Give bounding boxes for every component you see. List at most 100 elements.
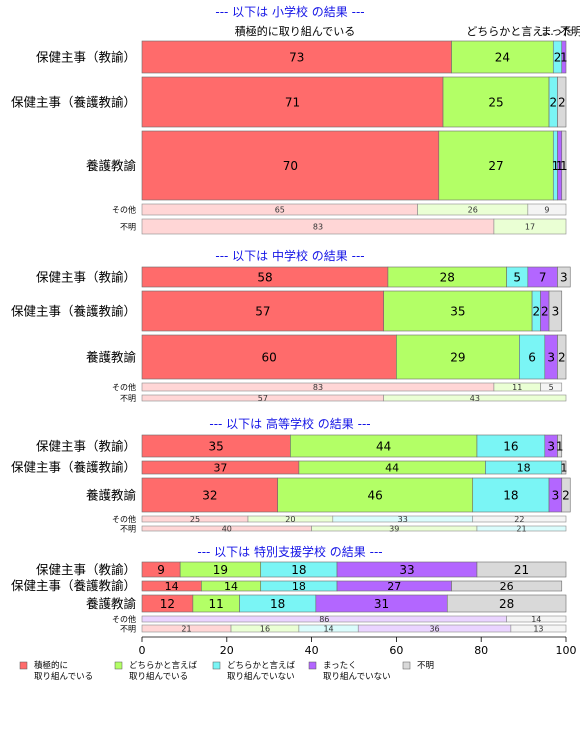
data-label: 19 xyxy=(213,563,228,577)
data-label: 57 xyxy=(258,394,268,403)
row-label: 不明 xyxy=(120,624,136,633)
data-label: 28 xyxy=(440,270,455,284)
row-label: その他 xyxy=(112,614,136,624)
data-label: 2 xyxy=(549,95,557,109)
row-label: 養護教諭 xyxy=(86,158,137,173)
data-label: 32 xyxy=(202,488,217,502)
bar-segment xyxy=(557,434,563,458)
bar-segment xyxy=(519,334,546,380)
column-header-label: まった xyxy=(541,25,574,38)
data-label: 16 xyxy=(503,439,518,453)
data-label: 2 xyxy=(562,488,570,502)
data-label: 22 xyxy=(514,515,524,524)
bar-segment xyxy=(557,334,567,380)
bar-segment xyxy=(510,624,567,633)
data-label: 5 xyxy=(549,383,554,392)
bar-segment xyxy=(141,40,452,74)
legend-swatch xyxy=(114,661,123,670)
row-label: その他 xyxy=(112,204,136,214)
legend-swatch xyxy=(308,661,317,670)
x-tick-label: 60 xyxy=(389,644,403,657)
data-label: 18 xyxy=(517,461,531,474)
data-label: 18 xyxy=(291,563,306,577)
data-label: 1 xyxy=(556,159,564,173)
data-label: 36 xyxy=(429,624,439,633)
data-label: 73 xyxy=(289,50,304,64)
data-label: 1 xyxy=(560,50,568,64)
bar-segment xyxy=(472,515,567,523)
row-label: その他 xyxy=(112,382,136,392)
data-label: 27 xyxy=(488,159,503,173)
data-label: 14 xyxy=(165,580,179,593)
x-tick-label: 100 xyxy=(556,644,577,657)
x-tick-label: 40 xyxy=(305,644,319,657)
column-header-label: どちらかと言え... xyxy=(466,25,554,38)
data-label: 24 xyxy=(495,50,510,64)
data-label: 40 xyxy=(222,524,232,533)
row-label: 保健主事（教諭） xyxy=(36,269,136,284)
data-label: 2 xyxy=(541,304,549,318)
bar-segment xyxy=(527,203,567,216)
bar-segment xyxy=(141,130,440,201)
panel-title: --- 以下は 特別支援学校 の結果 --- xyxy=(197,544,382,559)
legend-label: 積極的に取り組んでいる xyxy=(34,660,93,682)
data-label: 83 xyxy=(313,222,323,231)
panel-title: --- 以下は 中学校 の結果 --- xyxy=(215,248,364,263)
data-label: 26 xyxy=(468,205,478,214)
row-label: 保健主事（教諭） xyxy=(36,438,136,453)
data-label: 1 xyxy=(560,461,567,474)
data-label: 17 xyxy=(525,222,535,231)
legend-swatch xyxy=(19,661,28,670)
row-label: 保健主事（養護教諭） xyxy=(11,578,136,593)
data-label: 83 xyxy=(313,383,323,392)
data-label: 35 xyxy=(209,439,224,453)
data-label: 14 xyxy=(323,624,333,633)
row-label: 不明 xyxy=(120,222,136,231)
data-label: 16 xyxy=(260,624,270,633)
bar-segment xyxy=(561,477,571,513)
data-label: 18 xyxy=(503,488,518,502)
panel-title: --- 以下は 高等学校 の結果 --- xyxy=(209,416,370,431)
data-label: 21 xyxy=(181,624,191,633)
x-tick-label: 20 xyxy=(220,644,234,657)
data-label: 58 xyxy=(257,270,272,284)
data-label: 35 xyxy=(450,304,465,318)
data-label: 1 xyxy=(560,159,568,173)
data-label: 2 xyxy=(558,95,566,109)
legend-label: まったく取り組んでいない xyxy=(323,661,391,682)
row-label: 養護教諭 xyxy=(86,487,137,502)
bar-segment xyxy=(548,290,563,332)
data-label: 44 xyxy=(376,439,391,453)
data-label: 28 xyxy=(499,597,514,611)
data-label: 29 xyxy=(450,350,465,364)
data-label: 65 xyxy=(275,205,285,214)
data-label: 25 xyxy=(190,515,200,524)
data-label: 21 xyxy=(514,563,529,577)
row-label: 養護教諭 xyxy=(86,349,137,364)
bar-segment xyxy=(141,334,397,380)
legend-swatch xyxy=(402,661,411,670)
row-label: その他 xyxy=(112,514,136,524)
row-label: 養護教諭 xyxy=(86,596,137,611)
bar-segment xyxy=(561,40,567,74)
bar-segment xyxy=(277,477,474,513)
data-label: 18 xyxy=(270,597,285,611)
data-label: 44 xyxy=(385,461,399,474)
data-label: 27 xyxy=(387,580,401,593)
data-label: 86 xyxy=(319,615,329,624)
bar-segment xyxy=(141,477,278,513)
column-header-label: 積極的に取り組んでいる xyxy=(235,24,355,38)
data-label: 1 xyxy=(552,159,560,173)
legend-label: どちらかと言えば取り組んでいる xyxy=(129,660,198,682)
data-label: 11 xyxy=(209,597,224,611)
data-label: 70 xyxy=(283,159,298,173)
data-label: 18 xyxy=(292,580,306,593)
bar-segment xyxy=(557,266,571,288)
legend-label: どちらかと言えば取り組んでいない xyxy=(227,660,296,682)
data-label: 71 xyxy=(285,95,300,109)
data-label: 11 xyxy=(512,383,522,392)
data-label: 33 xyxy=(399,563,414,577)
data-label: 3 xyxy=(547,439,555,453)
x-tick-label: 0 xyxy=(139,644,146,657)
